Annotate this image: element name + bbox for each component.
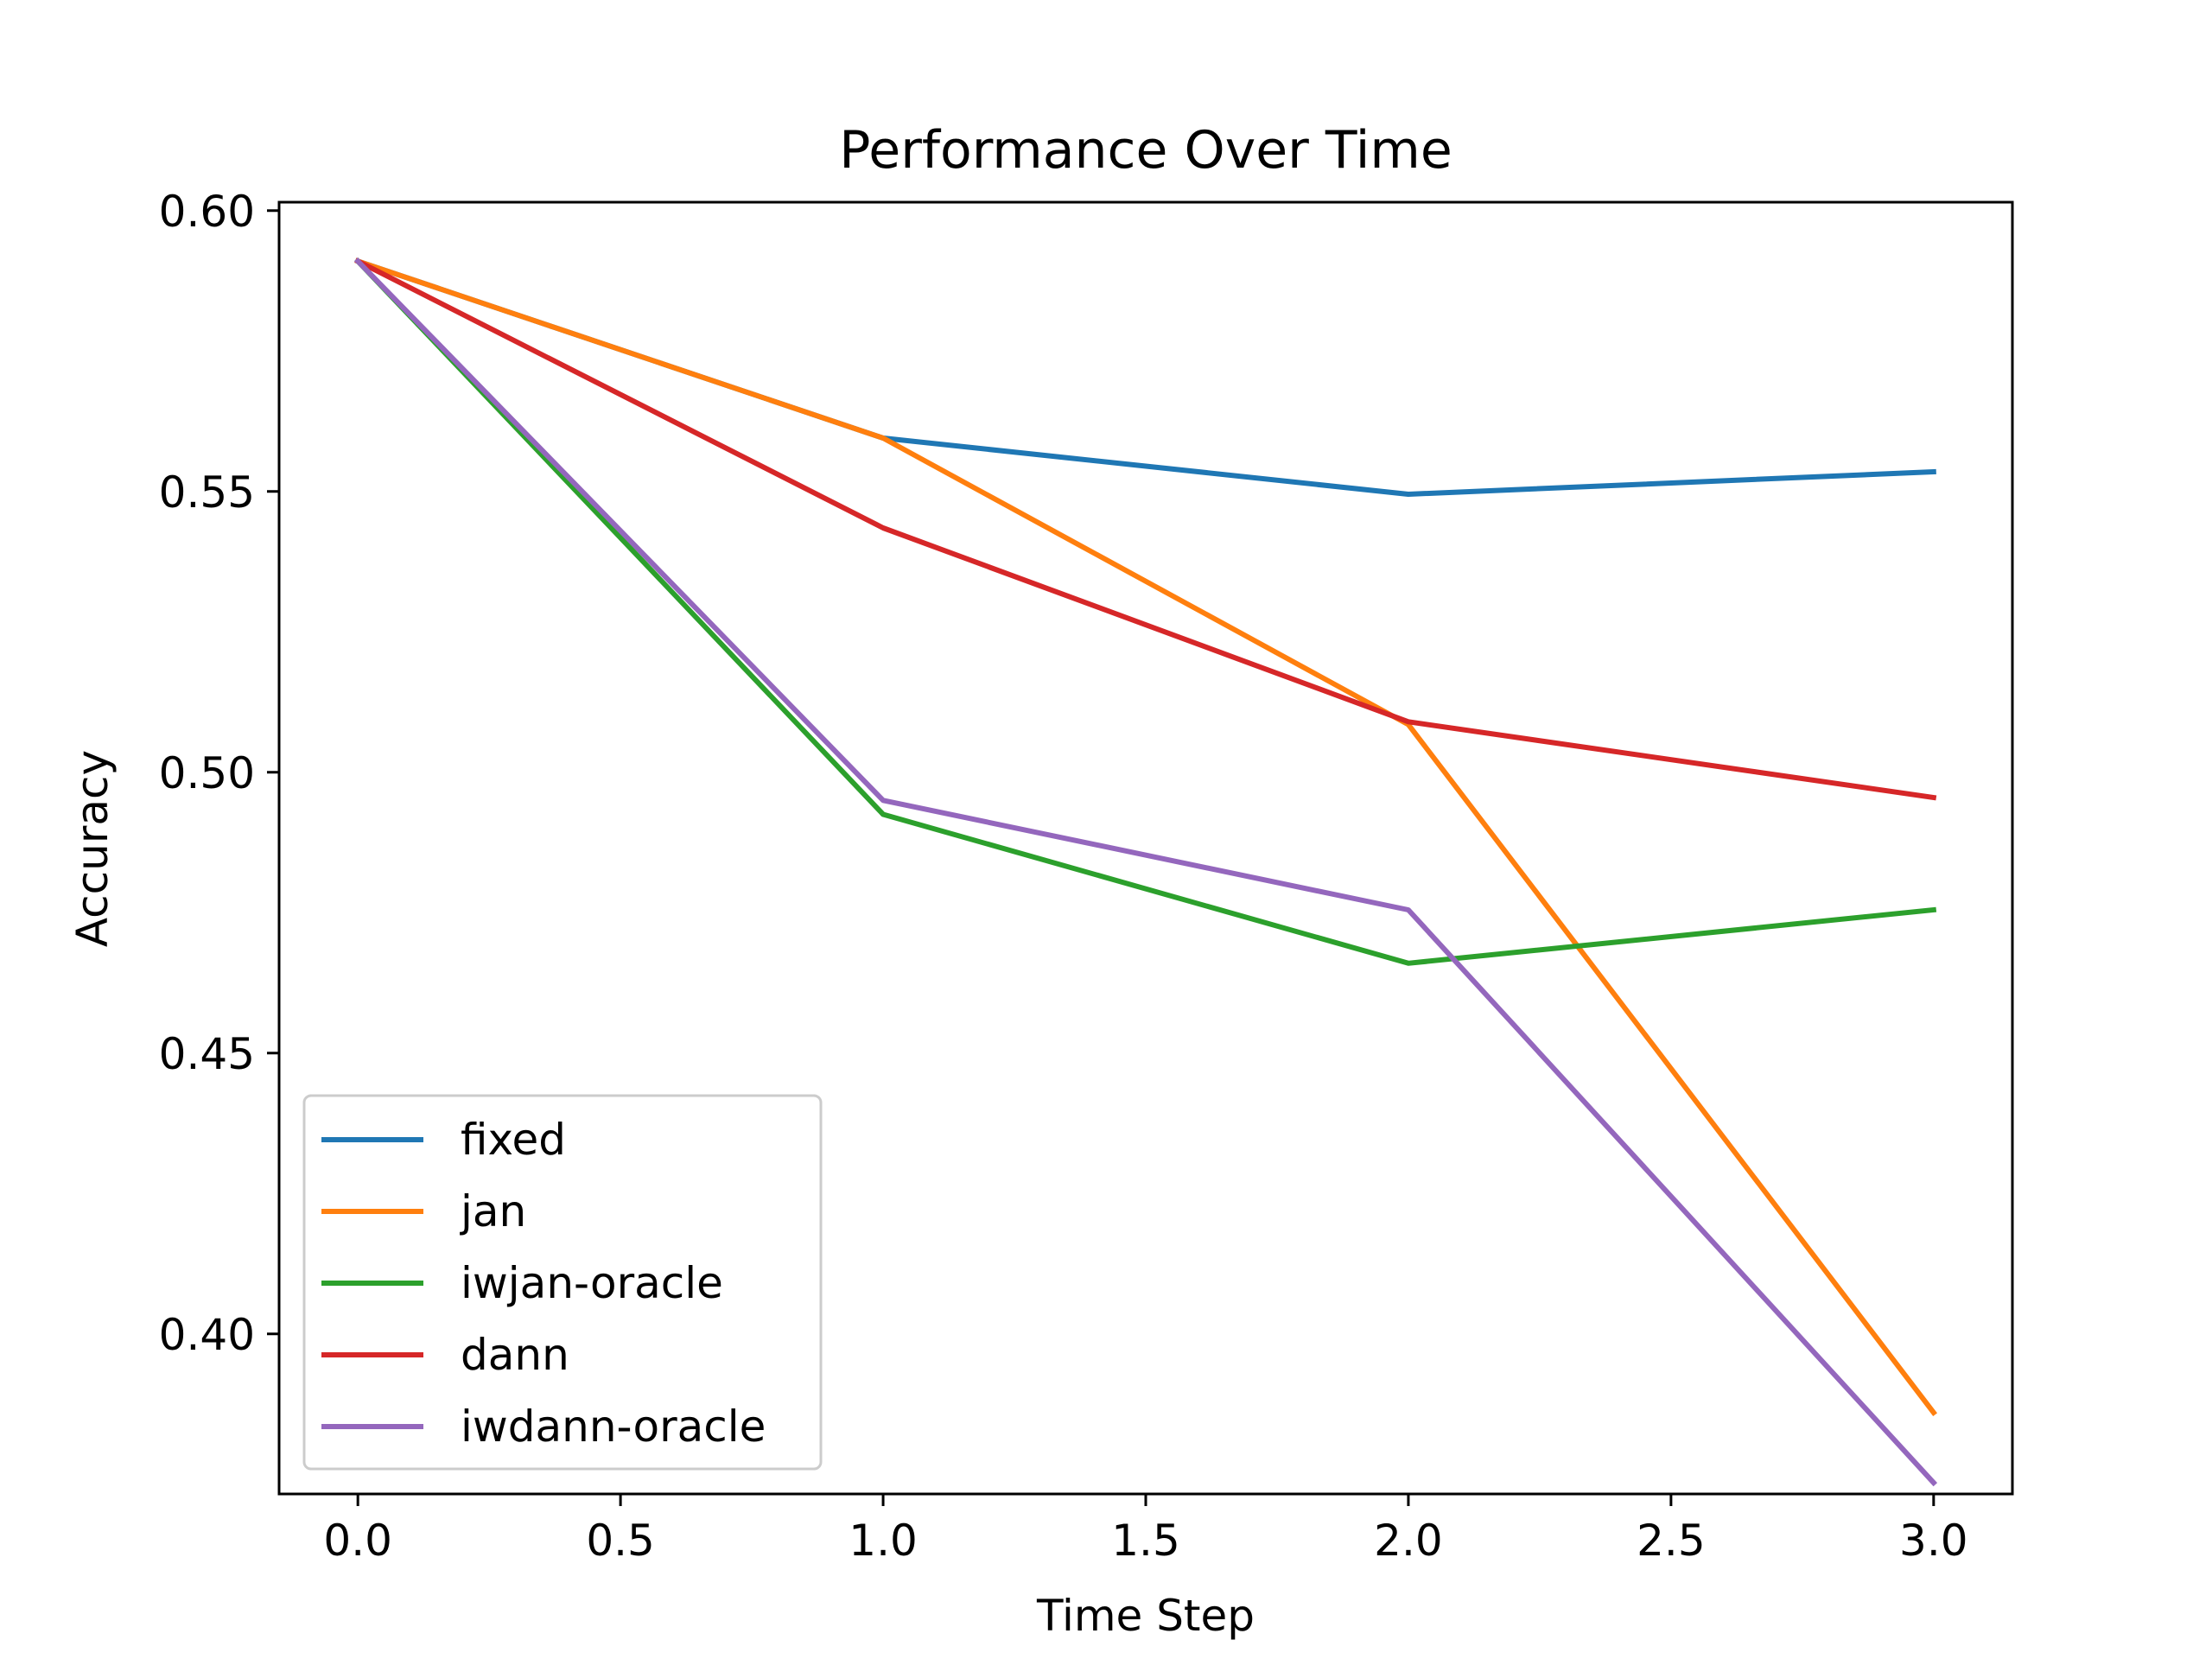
legend-label-dann: dann: [461, 1330, 569, 1380]
legend: fixed jan iwjan-oracle dann iwdann-oracle: [302, 1094, 823, 1471]
x-axis-ticks: 0.0 0.5 1.0 1.5 2.0 2.5 3.0: [323, 1494, 1968, 1566]
x-tick-label: 2.5: [1637, 1516, 1706, 1566]
chart-title: Performance Over Time: [839, 120, 1452, 181]
legend-label-fixed: fixed: [461, 1115, 566, 1165]
y-axis-ticks: 0.40 0.45 0.50 0.55 0.60: [159, 187, 279, 1360]
plot-area-frame: [277, 200, 2014, 1496]
y-tick-label: 0.50: [159, 748, 255, 798]
y-tick-label: 0.45: [159, 1029, 255, 1079]
y-tick-label: 0.55: [159, 467, 255, 518]
x-tick-label: 2.0: [1374, 1516, 1443, 1566]
series-line-iwdann-oracle: [353, 257, 1938, 1487]
series-line-dann: [354, 257, 1937, 801]
x-tick-label: 0.0: [323, 1516, 392, 1566]
y-tick-label: 0.40: [159, 1310, 255, 1360]
plot-lines: [353, 257, 1938, 1487]
y-axis-label: Accuracy: [67, 750, 118, 947]
x-tick-label: 3.0: [1899, 1516, 1968, 1566]
series-line-jan: [354, 257, 1938, 1417]
series-line-iwjan-oracle: [353, 257, 1937, 966]
x-tick-label: 1.5: [1111, 1516, 1180, 1566]
legend-label-iwdann-oracle: iwdann-oracle: [461, 1402, 766, 1452]
legend-label-iwjan-oracle: iwjan-oracle: [461, 1258, 723, 1308]
legend-label-jan: jan: [460, 1186, 526, 1236]
x-axis-label: Time Step: [1036, 1591, 1255, 1641]
x-tick-label: 1.0: [849, 1516, 918, 1566]
x-tick-label: 0.5: [586, 1516, 655, 1566]
legend-box: [302, 1094, 823, 1471]
y-tick-label: 0.60: [159, 187, 255, 237]
